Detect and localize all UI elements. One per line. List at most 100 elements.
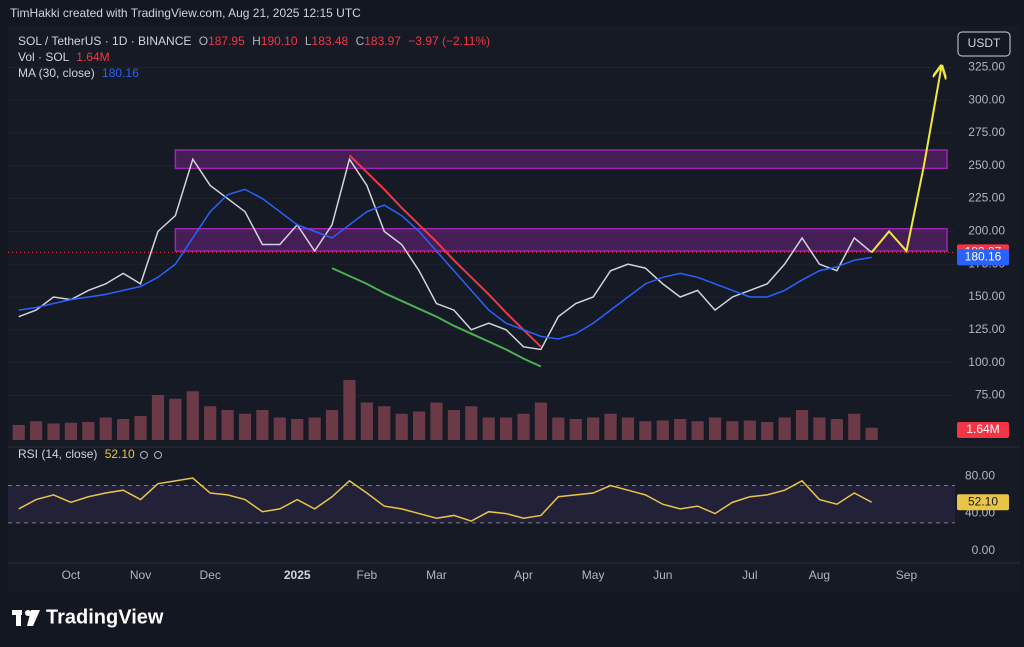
volume-bar xyxy=(552,417,565,440)
volume-bar xyxy=(134,416,147,440)
volume-bar xyxy=(795,410,809,440)
y-tick-label: 325.00 xyxy=(968,60,1005,74)
volume-value: 1.64M xyxy=(76,50,109,64)
x-tick-label: Sep xyxy=(896,568,918,582)
trendline xyxy=(331,267,542,368)
rsi-last-label-box xyxy=(957,494,1009,511)
ohlc-key: C xyxy=(356,34,365,48)
change: −3.97 (−2.11%) xyxy=(408,34,490,48)
y-tick-label: 250.00 xyxy=(968,158,1005,172)
y-tick-label: 200.00 xyxy=(968,224,1005,238)
volume-bar xyxy=(691,421,704,440)
volume-name: Vol · SOL xyxy=(18,50,70,64)
volume-bar xyxy=(186,391,199,440)
rsi-name: RSI (14, close) xyxy=(18,447,97,461)
volume-bar xyxy=(64,422,78,440)
volume-bar xyxy=(743,420,756,440)
x-tick-label: Dec xyxy=(200,568,221,582)
rsi-last-label: 52.10 xyxy=(968,494,998,508)
volume-bar xyxy=(117,419,130,440)
volume-bar xyxy=(151,395,165,440)
credit: TimHakki created with TradingView.com, A… xyxy=(10,6,361,20)
volume-bar xyxy=(343,380,356,440)
volume-bar xyxy=(204,406,217,440)
ma-last-label: 180.16 xyxy=(965,250,1002,264)
ma-name: MA (30, close) xyxy=(18,66,95,80)
volume-bar xyxy=(273,417,286,440)
legend-ma: MA (30, close) 180.16 xyxy=(18,66,139,80)
volume-bar xyxy=(447,410,460,440)
volume-label: 1.64M xyxy=(966,422,999,436)
plot: 75.00100.00125.00150.00175.00200.00225.0… xyxy=(8,60,1009,582)
ma-last-label-box xyxy=(957,249,1009,266)
ohlc-key: L xyxy=(305,34,312,48)
x-tick-label: Jul xyxy=(742,568,757,582)
y-tick-label: 275.00 xyxy=(968,125,1005,139)
volume-bar xyxy=(430,402,443,440)
legend-volume: Vol · SOL 1.64M xyxy=(18,50,110,64)
volume-bar xyxy=(587,417,600,440)
volume-bar xyxy=(534,402,548,440)
zone xyxy=(174,228,948,252)
ohlc-key: H xyxy=(252,34,261,48)
volume-bar xyxy=(82,422,95,440)
icon[interactable] xyxy=(154,451,162,459)
ohlc-value: 183.97 xyxy=(364,34,401,48)
currency-label[interactable]: USDT xyxy=(968,36,1001,50)
x-tick-label: Aug xyxy=(809,568,830,582)
series-line xyxy=(18,477,873,522)
legend-main: SOL / TetherUS · 1D · BINANCE O187.95 H1… xyxy=(18,34,490,48)
rsi-band xyxy=(8,485,955,523)
volume-bar xyxy=(169,398,182,440)
volume-bar xyxy=(325,410,339,440)
brand: TradingView xyxy=(46,606,164,628)
volume-bar xyxy=(830,419,843,440)
x-tick-label: Apr xyxy=(514,568,533,582)
rsi-tick-label: 80.00 xyxy=(965,468,995,482)
x-tick-label: Jun xyxy=(653,568,672,582)
x-tick-label: May xyxy=(582,568,605,582)
series-line xyxy=(18,157,873,351)
volume-bar xyxy=(12,425,25,440)
volume-bar xyxy=(238,413,252,440)
volume-bar xyxy=(291,419,304,440)
y-tick-label: 75.00 xyxy=(975,388,1005,402)
icon[interactable] xyxy=(140,451,148,459)
volume-bar xyxy=(621,417,635,440)
volume-bar xyxy=(639,421,652,440)
ohlc-value: 190.10 xyxy=(261,34,298,48)
volume-bar xyxy=(308,417,321,440)
y-tick-label: 125.00 xyxy=(968,322,1005,336)
volume-bar xyxy=(778,417,791,440)
volume-bar xyxy=(726,421,739,440)
currency-button[interactable] xyxy=(957,31,1011,57)
volume-bar xyxy=(865,427,878,440)
volume-bar xyxy=(482,417,495,440)
y-tick-label: 100.00 xyxy=(968,355,1005,369)
volume-label-box xyxy=(957,422,1009,438)
volume-bar xyxy=(656,420,669,440)
ohlc-key: O xyxy=(199,34,208,48)
volume-bar xyxy=(848,413,861,440)
rsi-tick-label: 0.00 xyxy=(972,543,996,557)
volume-bar xyxy=(569,419,582,440)
ohlc-value: 183.48 xyxy=(312,34,349,48)
y-tick-label: 150.00 xyxy=(968,289,1005,303)
trendline xyxy=(348,154,542,348)
volume-bar xyxy=(412,411,426,440)
volume-bar xyxy=(378,406,391,440)
series-line xyxy=(18,188,872,340)
volume-bar xyxy=(395,413,408,440)
x-tick-label: Nov xyxy=(130,568,151,582)
volume-bar xyxy=(256,410,269,440)
volume-bar xyxy=(30,421,43,440)
rsi-value: 52.10 xyxy=(105,447,135,461)
volume-bar xyxy=(465,406,478,440)
volume-bar xyxy=(517,413,530,440)
x-tick-label: Feb xyxy=(357,568,378,582)
brand-logo xyxy=(12,610,40,626)
symbol: SOL / TetherUS · 1D · BINANCE xyxy=(18,34,191,48)
volume-bar xyxy=(604,413,617,440)
